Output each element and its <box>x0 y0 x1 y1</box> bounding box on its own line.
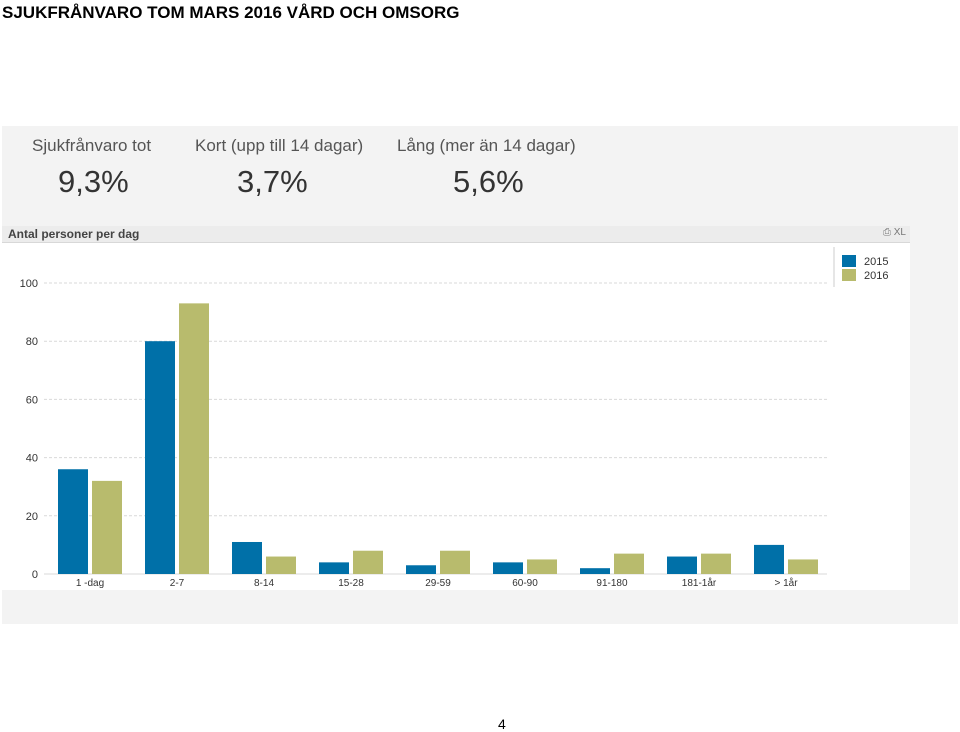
x-tick-label: 91-180 <box>596 578 628 589</box>
chart-caption: Antal personer per dag <box>8 227 140 241</box>
bar-2016 <box>266 556 296 574</box>
x-tick-label: > 1år <box>774 577 798 589</box>
bar-chart: 0 20 40 60 80 100 1 -dag 2-7 8-14 15-28 29-59 60-90… <box>20 247 888 589</box>
legend-label: 2015 <box>864 256 888 268</box>
x-tick-label: 60-90 <box>512 578 538 589</box>
bar-2015 <box>319 562 349 574</box>
page-number: 4 <box>498 716 506 732</box>
kpi-label-long: Lång (mer än 14 dagar) <box>397 136 576 155</box>
bar-2015 <box>667 556 697 574</box>
y-tick-label: 0 <box>32 569 38 581</box>
kpi-value-long: 5,6% <box>453 164 524 199</box>
y-tick-label: 80 <box>26 336 38 348</box>
chart-header: Antal personer per dag ⎙ XL <box>2 226 910 243</box>
bar-2016 <box>353 550 383 574</box>
bar-2015 <box>754 544 784 574</box>
chart-tools: ⎙ XL <box>883 227 906 238</box>
bar-2015 <box>580 568 610 574</box>
page-title: SJUKFRÅNVARO TOM MARS 2016 VÅRD OCH OMSO… <box>2 3 460 22</box>
x-tick-label: 15-28 <box>338 578 364 589</box>
bar-2016 <box>527 559 557 574</box>
legend-label: 2016 <box>864 270 888 282</box>
kpi-value-total: 9,3% <box>58 164 129 199</box>
kpi-value-short: 3,7% <box>237 164 308 199</box>
xl-export-button[interactable]: XL <box>893 227 906 238</box>
bar-2015 <box>493 562 523 574</box>
bar-2016 <box>788 559 818 574</box>
bar-2016 <box>614 553 644 574</box>
bar-2015 <box>145 341 175 574</box>
legend-swatch <box>842 255 856 267</box>
y-tick-label: 60 <box>26 394 38 406</box>
x-tick-label: 1 -dag <box>76 578 104 589</box>
kpi-label-short: Kort (upp till 14 dagar) <box>195 136 364 155</box>
bar-2016 <box>179 303 209 574</box>
y-tick-label: 100 <box>20 278 38 290</box>
bar-2016 <box>92 480 122 574</box>
bar-2015 <box>58 469 88 574</box>
bar-2015 <box>406 565 436 574</box>
printer-icon[interactable]: ⎙ <box>882 227 891 238</box>
bar-2016 <box>440 550 470 574</box>
legend-swatch <box>842 269 856 281</box>
x-tick-label: 8-14 <box>254 578 274 589</box>
kpi-label-total: Sjukfrånvaro tot <box>32 136 152 155</box>
x-tick-label: 2-7 <box>170 578 185 589</box>
bar-2016 <box>701 553 731 574</box>
x-tick-label: 181-1år <box>682 577 717 589</box>
bar-2015 <box>232 541 262 574</box>
x-tick-label: 29-59 <box>425 578 451 589</box>
y-tick-label: 20 <box>26 511 38 523</box>
y-tick-label: 40 <box>26 453 38 465</box>
